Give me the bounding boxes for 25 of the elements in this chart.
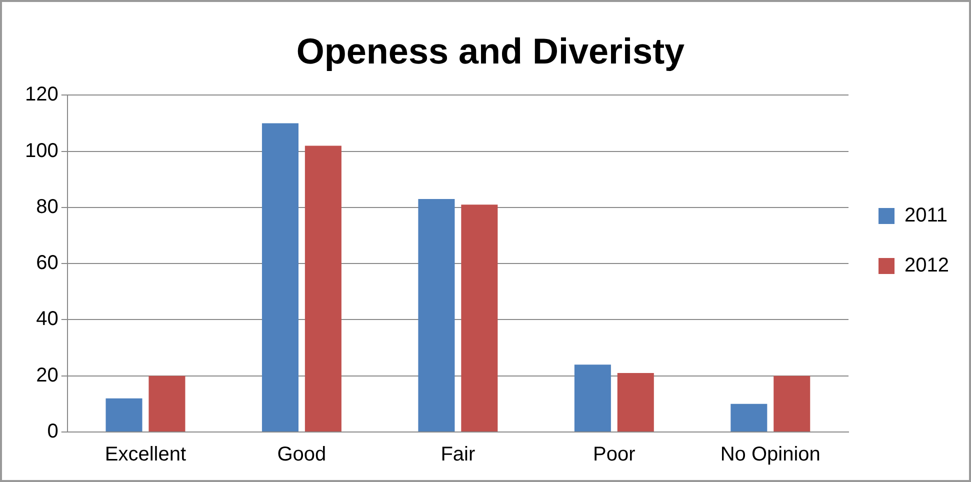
bar [617, 373, 654, 432]
bar [461, 204, 498, 432]
y-tick-label: 0 [47, 420, 58, 443]
x-tick-label: Poor [593, 444, 636, 466]
bar [262, 123, 298, 432]
y-tick-label: 20 [36, 364, 58, 386]
legend-label: 2012 [904, 254, 950, 277]
bar [774, 376, 810, 432]
y-tick-label: 80 [36, 196, 58, 218]
y-tick-label: 120 [24, 84, 58, 106]
x-tick-label: Good [277, 444, 326, 466]
bar [574, 364, 611, 432]
bar [148, 376, 186, 432]
x-tick-label: Excellent [104, 444, 186, 466]
y-tick-label: 40 [36, 308, 58, 330]
x-tick-label: Fair [440, 444, 476, 466]
legend-label: 2011 [904, 204, 948, 227]
y-tick-label: 100 [24, 140, 58, 162]
bar [106, 398, 142, 432]
bar [304, 146, 342, 432]
bar [730, 404, 768, 432]
chart-title: Openess and Diveristy [296, 30, 685, 72]
bar [418, 199, 455, 432]
x-tick-label: No Opinion [720, 444, 820, 466]
y-tick-label: 60 [36, 252, 58, 274]
